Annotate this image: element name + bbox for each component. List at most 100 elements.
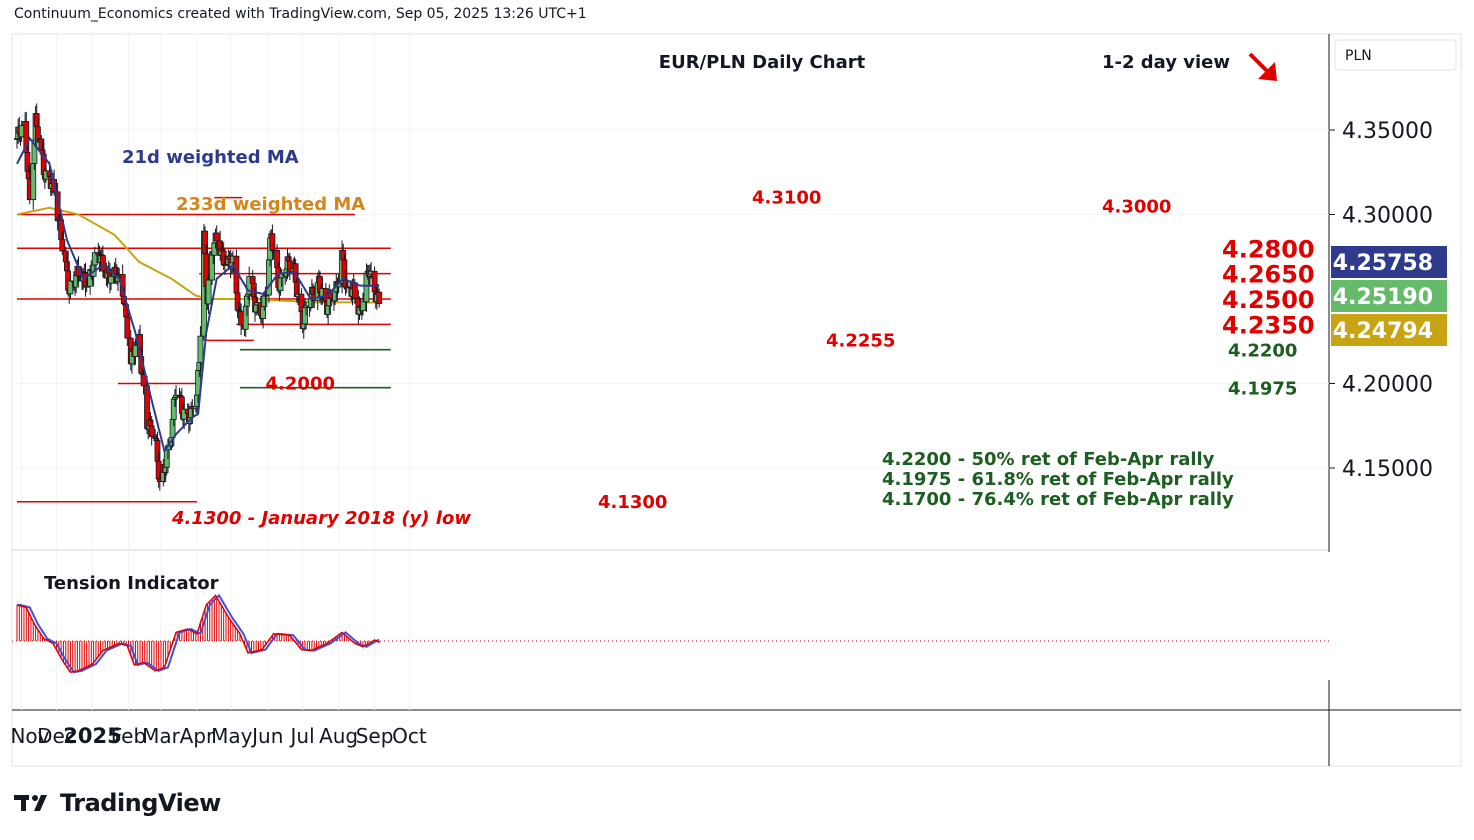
candle-body-up (261, 295, 268, 308)
candle-body-up (162, 466, 169, 473)
candle-body-up (221, 264, 228, 266)
candle-body-down (274, 249, 280, 268)
candle (83, 278, 90, 293)
chart-frame (11, 33, 1462, 767)
view-label: 1-2 day view (1102, 52, 1230, 73)
candle-body-up (163, 449, 170, 468)
x-tick-Jul: Jul (289, 724, 315, 748)
candle (124, 306, 131, 346)
candle-body-down (24, 152, 31, 172)
chart-attribution: Continuum_Economics created with Trading… (14, 6, 587, 22)
price-badge-label: 4.25190 (1333, 285, 1433, 310)
level-label-4.1975: 4.1975 (1228, 379, 1297, 400)
tradingview-logo-icon (14, 795, 47, 811)
candle-body-up (169, 419, 176, 439)
candle-body-up (242, 305, 249, 330)
candle-body-up (260, 306, 267, 319)
candle (34, 118, 41, 143)
january-2018-low-note: 4.1300 - January 2018 (y) low (171, 508, 471, 529)
x-tick-Dec: Dec (37, 724, 76, 748)
x-tick-May: May (211, 724, 253, 748)
candle-body-up (360, 301, 366, 312)
candles-layer (14, 103, 383, 491)
support-resistance-levels: 4.3100 4.30004.28004.26504.25004.23504.22… (17, 188, 1315, 513)
ma233-line (16, 206, 380, 304)
candle-body-up (302, 307, 308, 325)
y-tick-4.35000: 4.35000 (1342, 119, 1433, 144)
candle (197, 326, 204, 373)
level-label-4.2200: 4.2200 (1228, 341, 1297, 362)
x-tick-2025: 2025 (63, 724, 121, 748)
candle-body-down (376, 291, 383, 305)
candle-body-down (33, 113, 40, 128)
candle (59, 231, 66, 256)
candle (148, 415, 155, 446)
candle-body-up (170, 398, 177, 420)
currency-label: PLN (1345, 48, 1372, 64)
price-badge-bg (1331, 314, 1447, 346)
candle-body-down (148, 425, 155, 438)
x-tick-Apr: Apr (180, 724, 215, 748)
price-axis[interactable]: 4.35000 4.30000 4.20000 4.15000 (1329, 119, 1433, 482)
level-label-4.2800: 4.2800 (1222, 235, 1315, 263)
indicator-title: Tension Indicator (44, 573, 219, 594)
candle-body-down (202, 230, 208, 255)
price-badges: 4.25758 4.25190 4.24794 (1331, 246, 1447, 346)
down-arrow-icon (1248, 52, 1277, 81)
candle (213, 225, 220, 252)
candle (360, 292, 366, 316)
candle-body-down (285, 256, 292, 262)
candle-body-up (196, 362, 203, 371)
price-badge-bg (1331, 246, 1447, 278)
candle-body-down (269, 233, 276, 251)
candle-body-up (83, 285, 90, 288)
candle-body-up (332, 291, 339, 302)
ma21-line (16, 136, 380, 454)
x-tick-Jun: Jun (250, 724, 283, 748)
ma233-layer (16, 206, 380, 304)
candle-body-down (64, 261, 70, 272)
candle-body-down (249, 276, 256, 284)
level-label-4.3000: 4.3000 (1102, 197, 1171, 218)
price-badge-label: 4.24794 (1333, 319, 1433, 344)
candle-body-down (34, 126, 41, 140)
candle-body-down (213, 232, 220, 242)
candle-body-up (108, 275, 114, 284)
tradingview-logo[interactable]: TradingView (14, 786, 221, 820)
currency-box[interactable] (1334, 39, 1457, 71)
retracement-note-50: 4.2200 - 50% ret of Feb-Apr rally (882, 449, 1215, 470)
x-tick-Sep: Sep (356, 724, 394, 748)
candle (376, 288, 383, 308)
level-label-4.2255: 4.2255 (826, 330, 895, 351)
chart-title: EUR/PLN Daily Chart (659, 52, 866, 73)
tension-indicator-layer (12, 593, 1329, 674)
indicator-line (16, 594, 380, 674)
price-badge-bg (1331, 280, 1447, 312)
candle-body-down (112, 266, 119, 275)
level-label-4.2500: 4.2500 (1222, 286, 1315, 314)
candle-body-up (300, 323, 307, 330)
candle-body-up (277, 277, 284, 292)
candle-body-down (100, 255, 106, 272)
candle-body-down (341, 259, 348, 281)
tradingview-wordmark: TradingView (60, 789, 221, 817)
x-tick-Mar: Mar (142, 724, 181, 748)
candle-body-up (205, 279, 212, 305)
x-tick-Oct: Oct (392, 724, 427, 748)
candle-body-down (234, 292, 241, 311)
price-badge-label: 4.25758 (1333, 251, 1433, 276)
candle-body-up (363, 272, 370, 303)
candle-body-up (197, 335, 204, 363)
ma21-layer (16, 136, 380, 454)
y-tick-4.20000: 4.20000 (1342, 373, 1433, 398)
ma233-label: 233d weighted MA (176, 194, 365, 215)
candle-body-down (340, 250, 347, 261)
level-label-4.2650: 4.2650 (1222, 261, 1315, 289)
level-label-4.1300: 4.1300 (598, 492, 667, 513)
candle-body-down (124, 316, 131, 339)
candle-body-down (250, 282, 257, 298)
candle-body-down (59, 239, 66, 252)
candle (205, 274, 212, 314)
